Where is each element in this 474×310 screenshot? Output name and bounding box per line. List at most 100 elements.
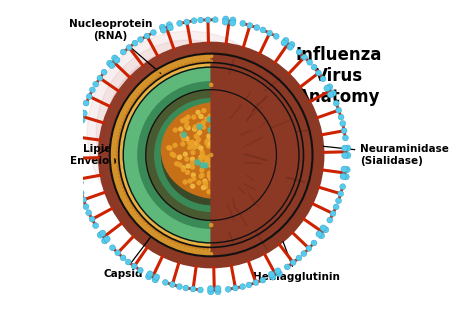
Text: Lipid
Envelope: Lipid Envelope xyxy=(70,144,124,166)
Circle shape xyxy=(232,285,238,291)
Circle shape xyxy=(123,105,126,108)
Circle shape xyxy=(231,155,236,159)
Circle shape xyxy=(230,165,234,169)
Circle shape xyxy=(296,255,302,261)
Circle shape xyxy=(224,126,228,130)
Circle shape xyxy=(199,155,203,159)
Circle shape xyxy=(128,199,131,202)
Circle shape xyxy=(235,179,238,183)
Circle shape xyxy=(176,284,182,290)
Circle shape xyxy=(86,94,92,100)
Circle shape xyxy=(215,187,219,191)
Circle shape xyxy=(191,184,194,188)
Circle shape xyxy=(122,121,125,124)
Circle shape xyxy=(198,131,201,134)
Circle shape xyxy=(149,225,152,228)
Circle shape xyxy=(171,69,173,71)
Circle shape xyxy=(194,55,197,59)
Circle shape xyxy=(206,253,209,255)
Circle shape xyxy=(148,76,151,79)
Circle shape xyxy=(261,135,265,139)
Circle shape xyxy=(167,70,170,73)
Circle shape xyxy=(311,240,317,246)
Circle shape xyxy=(327,217,333,223)
Circle shape xyxy=(115,184,118,187)
Circle shape xyxy=(162,105,261,205)
Circle shape xyxy=(117,119,119,122)
Circle shape xyxy=(191,173,195,177)
Circle shape xyxy=(152,277,158,283)
Circle shape xyxy=(227,174,230,178)
Circle shape xyxy=(164,65,168,68)
Circle shape xyxy=(228,161,231,164)
Circle shape xyxy=(219,183,224,186)
Circle shape xyxy=(344,166,350,173)
Circle shape xyxy=(190,141,194,145)
Circle shape xyxy=(112,169,115,172)
Circle shape xyxy=(337,191,344,197)
Circle shape xyxy=(190,251,193,254)
Circle shape xyxy=(93,223,99,228)
Circle shape xyxy=(105,49,272,216)
Circle shape xyxy=(253,151,256,155)
Circle shape xyxy=(207,144,210,148)
Circle shape xyxy=(118,168,120,171)
Circle shape xyxy=(253,280,259,286)
Circle shape xyxy=(223,143,227,146)
Circle shape xyxy=(340,173,346,179)
Circle shape xyxy=(77,179,83,186)
Circle shape xyxy=(209,142,212,146)
Circle shape xyxy=(146,85,149,88)
Circle shape xyxy=(215,288,221,294)
Circle shape xyxy=(219,109,223,113)
Circle shape xyxy=(233,155,237,159)
Circle shape xyxy=(234,174,238,178)
Circle shape xyxy=(179,248,182,251)
Circle shape xyxy=(196,133,200,136)
Circle shape xyxy=(242,182,246,186)
Circle shape xyxy=(198,287,203,293)
Circle shape xyxy=(121,183,124,185)
Circle shape xyxy=(144,87,146,90)
Circle shape xyxy=(139,83,143,86)
Circle shape xyxy=(74,180,81,186)
Circle shape xyxy=(204,185,208,189)
Circle shape xyxy=(174,67,177,70)
Circle shape xyxy=(180,133,184,137)
Ellipse shape xyxy=(162,103,274,198)
Circle shape xyxy=(246,282,252,288)
Circle shape xyxy=(201,153,204,157)
Circle shape xyxy=(255,122,259,126)
Circle shape xyxy=(240,20,246,26)
Circle shape xyxy=(320,225,326,231)
Circle shape xyxy=(232,119,236,122)
Circle shape xyxy=(268,271,274,277)
Circle shape xyxy=(274,268,281,274)
Circle shape xyxy=(123,118,126,121)
Circle shape xyxy=(219,162,223,166)
Circle shape xyxy=(73,155,79,161)
Circle shape xyxy=(186,164,190,168)
Circle shape xyxy=(134,99,137,101)
Circle shape xyxy=(276,270,283,277)
Circle shape xyxy=(203,163,208,168)
Circle shape xyxy=(141,85,236,180)
Circle shape xyxy=(114,58,263,207)
Circle shape xyxy=(186,126,190,130)
Circle shape xyxy=(221,117,225,121)
Circle shape xyxy=(121,198,124,202)
Circle shape xyxy=(123,67,254,198)
Circle shape xyxy=(210,83,212,86)
Circle shape xyxy=(177,66,180,69)
Circle shape xyxy=(214,191,218,194)
Circle shape xyxy=(127,196,129,199)
Circle shape xyxy=(73,141,79,147)
Circle shape xyxy=(212,141,216,145)
Circle shape xyxy=(256,166,260,170)
Circle shape xyxy=(191,157,194,161)
Circle shape xyxy=(234,120,237,124)
Circle shape xyxy=(283,38,289,44)
Circle shape xyxy=(194,135,198,138)
Circle shape xyxy=(197,181,201,185)
Circle shape xyxy=(161,74,164,77)
